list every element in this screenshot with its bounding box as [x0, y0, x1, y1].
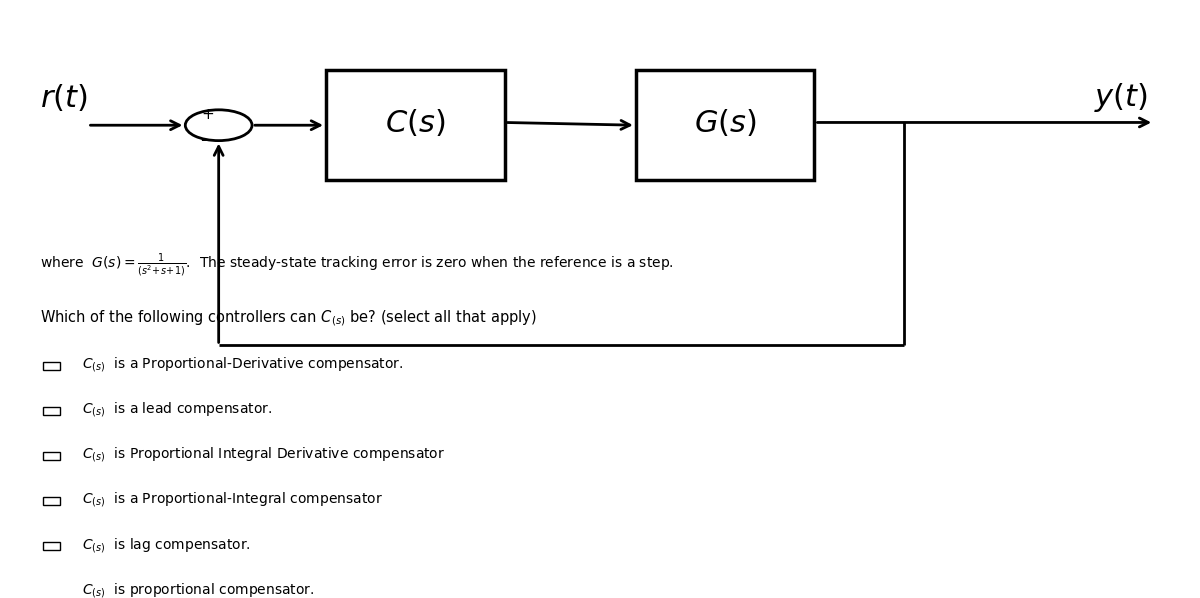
- Text: $r(t)$: $r(t)$: [40, 82, 88, 113]
- Bar: [43, 407, 60, 414]
- Text: $y(t)$: $y(t)$: [1094, 81, 1148, 114]
- Text: $C_{(s)}$  is a Proportional-Integral compensator: $C_{(s)}$ is a Proportional-Integral com…: [82, 490, 383, 509]
- Text: $C(s)$: $C(s)$: [385, 107, 445, 138]
- Text: $G(s)$: $G(s)$: [694, 107, 756, 138]
- Bar: [326, 70, 505, 180]
- Text: $C_{(s)}$  is lag compensator.: $C_{(s)}$ is lag compensator.: [82, 536, 251, 554]
- Text: $C_{(s)}$  is a lead compensator.: $C_{(s)}$ is a lead compensator.: [82, 400, 271, 419]
- Text: +: +: [202, 108, 214, 123]
- Text: $C_{(s)}$  is a Proportional-Derivative compensator.: $C_{(s)}$ is a Proportional-Derivative c…: [82, 355, 403, 374]
- Bar: [43, 362, 60, 370]
- Text: Which of the following controllers can $C_{(s)}$ be? (select all that apply): Which of the following controllers can $…: [40, 308, 536, 328]
- Bar: [43, 587, 60, 595]
- Text: $C_{(s)}$  is Proportional Integral Derivative compensator: $C_{(s)}$ is Proportional Integral Deriv…: [82, 446, 445, 464]
- Text: −: −: [199, 132, 214, 150]
- Bar: [43, 542, 60, 550]
- Circle shape: [185, 110, 252, 141]
- Bar: [43, 497, 60, 505]
- Bar: [43, 452, 60, 460]
- Bar: [636, 70, 815, 180]
- Text: $C_{(s)}$  is proportional compensator.: $C_{(s)}$ is proportional compensator.: [82, 581, 314, 598]
- Text: where  $G(s) = \frac{1}{(s^2\!+\!s\!+\!1)}$.  The steady-state tracking error is: where $G(s) = \frac{1}{(s^2\!+\!s\!+\!1)…: [40, 252, 673, 279]
